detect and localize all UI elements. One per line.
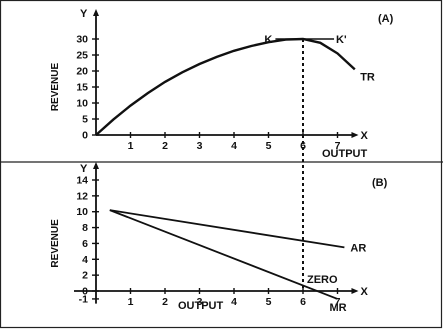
panel-b-x-tick-label: 7 [335,296,341,308]
panel-a-y-tick-label: 5 [82,114,88,126]
panel-a-y-tick-label: 10 [76,98,88,110]
panel-b-x-letter: X [360,286,368,298]
panel-b-y-tick-label: -1 [79,293,88,305]
panel-a-x-tick-label: 3 [197,140,203,152]
panel-b-y-tick-label: 14 [76,175,88,187]
panel-a-ticks: 0 5 10 15 20 25 30 1 2 3 4 5 6 7 [76,34,340,153]
panel-b-y-tick-label: 10 [76,206,88,218]
tr-curve [95,37,356,136]
tr-label: TR [360,72,375,84]
panel-a-y-label: REVENUE [50,63,61,112]
panel-b-label: (B) [372,177,388,189]
panel-a-x-tick-label: 4 [231,140,237,152]
panel-a-x-label: OUTPUT [322,148,368,160]
panel-b-x-tick-label: 2 [162,296,168,308]
panel-b-x-tick-label: 6 [300,296,306,308]
panel-a-x-tick-label: 6 [300,140,306,152]
panel-a-x-tick-label: 7 [335,140,341,152]
k-label: K [264,34,272,46]
panel-a-x-tick-label: 5 [266,140,272,152]
panel-a-x-letter: X [360,130,368,142]
panel-b-x-tick-label: 4 [231,296,237,308]
panel-a-label: (A) [378,13,394,25]
panel-a-y-tick-label: 25 [76,50,88,62]
ar-label: AR [350,242,366,254]
panel-a-y-tick-label: 20 [76,66,88,78]
panel-a-y-letter: Y [80,8,88,20]
panel-a-y-tick-label: 30 [76,34,88,46]
panel-b-x-tick-label: 5 [266,296,272,308]
panel-b-x-tick-label: 1 [128,296,134,308]
panel-b-y-tick-label: 6 [82,238,88,250]
zero-label: ZERO [307,274,338,286]
panel-b-x-label: OUTPUT [178,300,224,312]
panel-b-y-label: REVENUE [50,219,61,268]
panel-b-y-tick-label: 0 [82,286,88,298]
panel-a-y-tick-label: 15 [76,82,88,94]
mr-line [109,209,338,300]
panel-b-y-letter: Y [80,163,88,175]
panel-b-x-arrow [351,288,359,294]
panel-b-y-tick-label: 2 [82,270,88,282]
panel-a-y-arrow [93,9,99,16]
k-prime-label: K' [336,34,347,46]
panel-a-y-tick-label: 0 [82,130,88,142]
panel-b-y-tick-label: 12 [76,190,88,202]
ar-line [109,209,345,249]
panel-a-x-tick-label: 1 [128,140,134,152]
panel-a-x-arrow [351,132,359,138]
panel-a-x-tick-label: 2 [162,140,168,152]
panel-a: Y X REVENUE OUTPUT (A) 0 5 10 15 20 25 30 1 2 3 4 5… [50,8,394,160]
panel-b-x-tick-label: 3 [197,296,203,308]
panel-b-y-arrow [93,162,99,169]
panel-b-y-tick-label: 8 [82,222,88,234]
panel-b-y-tick-label: 4 [82,254,88,266]
mr-label: MR [330,302,347,314]
